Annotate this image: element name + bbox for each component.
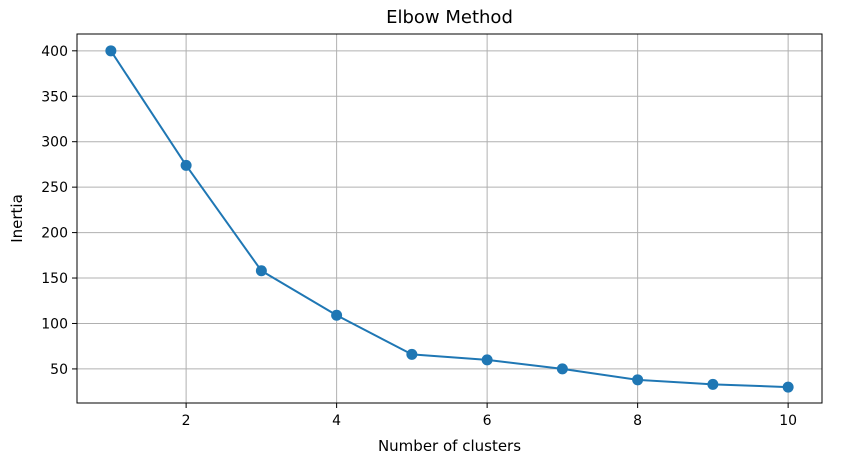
data-point: [707, 378, 719, 390]
data-point: [782, 381, 794, 393]
x-tick-label: 4: [332, 413, 341, 429]
data-point: [632, 374, 644, 386]
series-layer: [105, 45, 794, 393]
x-tick-label: 2: [182, 413, 191, 429]
x-tick-label: 10: [779, 413, 797, 429]
y-axis-label: Inertia: [8, 194, 26, 243]
data-point: [481, 354, 493, 366]
y-tick-label: 250: [41, 180, 68, 196]
data-point: [406, 348, 418, 360]
ticks: 2 4 6 8 10 50 100 150 200 250 300 350 400: [41, 44, 797, 429]
chart-title: Elbow Method: [386, 7, 513, 28]
data-point: [105, 45, 117, 57]
data-point: [556, 363, 568, 375]
data-point: [180, 159, 192, 171]
data-point: [331, 309, 343, 321]
y-tick-label: 150: [41, 271, 68, 287]
grid: [77, 34, 822, 403]
y-tick-label: 350: [41, 89, 68, 105]
series-line: [110, 50, 789, 389]
y-tick-label: 50: [50, 362, 68, 378]
data-point: [255, 265, 267, 277]
x-tick-label: 8: [633, 413, 642, 429]
y-tick-label: 400: [41, 44, 68, 60]
plot-frame: [76, 33, 823, 404]
y-tick-label: 100: [41, 316, 68, 332]
x-tick-label: 6: [483, 413, 492, 429]
x-axis-label: Number of clusters: [378, 437, 521, 455]
y-tick-label: 200: [41, 226, 68, 242]
y-tick-label: 300: [41, 135, 68, 151]
